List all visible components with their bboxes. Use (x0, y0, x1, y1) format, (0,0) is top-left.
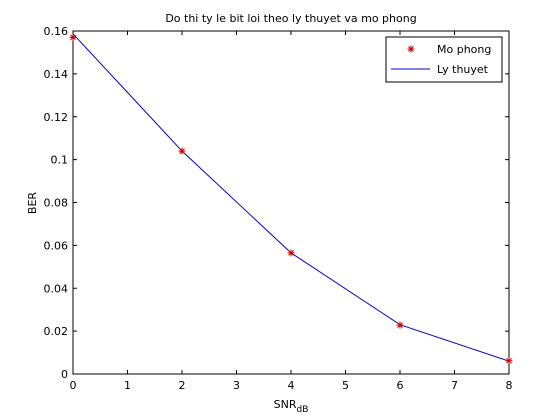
x-axis-label-subscript: dB (296, 405, 308, 415)
x-tick-label: 2 (179, 379, 186, 392)
marker-stroke (288, 250, 294, 256)
y-axis-ticks: 0 0.02 0.04 0.06 0.08 0.1 0.12 0.14 0.16 (44, 25, 509, 381)
legend-box (385, 36, 503, 83)
y-tick-label: 0.12 (44, 111, 69, 124)
legend-label: Ly thuyet (437, 63, 489, 76)
x-tick-label: 6 (397, 379, 404, 392)
x-tick-label: 1 (124, 379, 131, 392)
legend: Mo phong Ly thuyet (385, 36, 503, 83)
y-axis-label: BER (26, 192, 39, 214)
x-axis-label: SNRdB (274, 398, 309, 415)
y-tick-label: 0.02 (44, 325, 69, 338)
data-point-mo-phong (505, 357, 513, 365)
y-tick-label: 0.06 (44, 239, 69, 252)
x-axis-ticks: 0 1 2 3 4 5 6 7 8 (70, 31, 513, 392)
y-tick-label: 0.16 (44, 25, 69, 38)
legend-marker-mo-phong (407, 45, 415, 53)
marker-stroke (179, 148, 185, 154)
y-tick-label: 0 (61, 368, 68, 381)
marker-stroke (506, 357, 512, 364)
chart-title: Do thi ty le bit loi theo ly thuyet va m… (165, 12, 416, 25)
marker-stroke (70, 34, 76, 41)
x-axis-label-main: SNR (274, 398, 297, 411)
x-tick-label: 0 (70, 379, 77, 392)
axes-frame (72, 30, 510, 375)
x-tick-label: 4 (288, 379, 295, 392)
data-point-mo-phong (178, 147, 186, 155)
x-tick-label: 7 (451, 379, 458, 392)
data-point-mo-phong (396, 321, 404, 329)
legend-label: Mo phong (437, 43, 491, 56)
x-tick-label: 3 (233, 379, 240, 392)
marker-stroke (408, 46, 414, 52)
y-tick-label: 0.14 (44, 68, 69, 81)
x-tick-label: 8 (506, 379, 513, 392)
data-point-mo-phong (69, 33, 77, 41)
x-tick-label: 5 (342, 379, 349, 392)
y-tick-label: 0.1 (51, 154, 69, 167)
data-point-mo-phong (287, 249, 295, 257)
legend-entries: Mo phong Ly thuyet (391, 43, 491, 76)
marker-stroke (397, 322, 403, 328)
series-layer (69, 33, 513, 365)
y-tick-label: 0.08 (44, 197, 69, 210)
y-tick-label: 0.04 (44, 282, 69, 295)
